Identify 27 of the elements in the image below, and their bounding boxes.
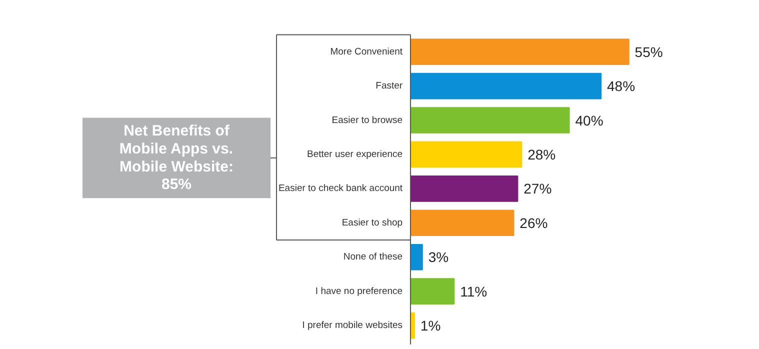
data-label: 40% bbox=[575, 112, 604, 128]
y-tick-label: Easier to shop bbox=[342, 217, 403, 228]
y-tick-label: Easier to check bank account bbox=[278, 183, 403, 194]
data-label: 27% bbox=[524, 180, 552, 197]
data-label: 1% bbox=[420, 318, 441, 334]
bar bbox=[410, 244, 423, 270]
bar bbox=[410, 72, 602, 100]
data-label: 48% bbox=[607, 78, 636, 94]
bar bbox=[410, 107, 570, 134]
y-tick-label: None of these bbox=[343, 252, 403, 263]
y-tick-label: More Convenient bbox=[330, 46, 403, 58]
data-label: 55% bbox=[634, 44, 663, 60]
bar bbox=[410, 278, 455, 304]
data-label: 28% bbox=[528, 146, 556, 162]
y-tick-label: Faster bbox=[376, 80, 403, 92]
bar bbox=[410, 141, 522, 168]
y-tick-label: I have no preference bbox=[315, 286, 403, 297]
y-tick-label: I prefer mobile websites bbox=[302, 320, 403, 332]
bar bbox=[410, 176, 518, 202]
data-label: 26% bbox=[520, 214, 548, 231]
y-tick-label: Easier to browse bbox=[332, 114, 403, 126]
text: Net Benefits of Mobile Apps vs. Mobile Website: 85% bbox=[119, 122, 234, 194]
data-label: 11% bbox=[460, 283, 488, 300]
y-tick-label: Better user experience bbox=[306, 148, 403, 160]
bar bbox=[410, 210, 514, 236]
bar bbox=[410, 38, 630, 65]
data-label: 3% bbox=[428, 249, 449, 266]
